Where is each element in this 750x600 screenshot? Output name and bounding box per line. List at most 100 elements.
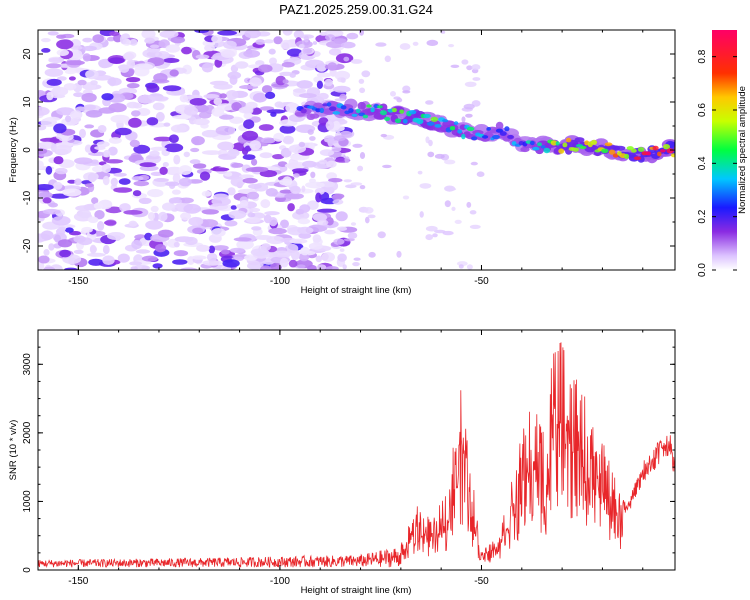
- heatmap-cell: [365, 216, 370, 224]
- heatmap-cell: [236, 239, 254, 250]
- heatmap-cell: [465, 113, 473, 118]
- heatmap-cell: [379, 103, 388, 111]
- heatmap-cell: [97, 125, 107, 133]
- heatmap-cell: [133, 63, 154, 70]
- heatmap-cell: [118, 178, 131, 185]
- heatmap-cell: [434, 153, 445, 159]
- heatmap-cell: [48, 202, 58, 208]
- heatmap-cell: [453, 121, 459, 126]
- heatmap-cell: [301, 185, 306, 193]
- heatmap-cell: [352, 262, 360, 267]
- heatmap-cell: [317, 92, 329, 100]
- heatmap-cell: [120, 34, 127, 45]
- heatmap-cell: [279, 257, 289, 268]
- heatmap-cell: [416, 118, 424, 125]
- heatmap-cell: [82, 53, 91, 62]
- heatmap-cell: [382, 164, 392, 169]
- heatmap-cell: [290, 250, 300, 260]
- heatmap-cell: [56, 39, 74, 50]
- heatmap-cell: [183, 106, 199, 116]
- heatmap-cell: [211, 197, 231, 206]
- heatmap-cell: [129, 39, 138, 46]
- heatmap-cell: [326, 172, 338, 180]
- heatmap-cell: [159, 166, 168, 175]
- heatmap-cell: [329, 106, 337, 111]
- heatmap-cell: [444, 159, 456, 165]
- heatmap-cell: [173, 250, 189, 257]
- heatmap-cell: [402, 90, 411, 94]
- heatmap-cell: [73, 92, 84, 98]
- heatmap-cell: [102, 175, 110, 186]
- heatmap-cell: [326, 102, 332, 107]
- colorbar-tick-label: 0.2: [697, 209, 708, 223]
- heatmap-cell: [357, 165, 364, 172]
- heatmap-cell: [201, 209, 219, 215]
- heatmap-cell: [337, 253, 347, 262]
- heatmap-cell: [48, 57, 64, 64]
- heatmap-cell: [394, 118, 402, 124]
- heatmap-cell: [130, 266, 138, 270]
- heatmap-cell: [342, 264, 347, 270]
- heatmap-cell: [229, 116, 244, 125]
- heatmap-cell: [318, 159, 328, 165]
- heatmap-cell: [273, 132, 285, 142]
- heatmap-cell: [668, 141, 675, 149]
- heatmap-cell: [555, 141, 560, 146]
- heatmap-cell: [223, 171, 233, 177]
- heatmap-cell: [434, 229, 446, 234]
- heatmap-cell: [181, 46, 192, 55]
- heatmap-cell: [213, 245, 229, 251]
- heatmap-cell: [139, 165, 159, 171]
- heatmap-cell: [133, 264, 150, 270]
- x-tick-label: -150: [68, 276, 88, 287]
- heatmap-cell: [183, 203, 201, 214]
- heatmap-cell: [292, 168, 309, 174]
- heatmap-cell: [38, 184, 54, 191]
- heatmap-cell: [540, 145, 546, 149]
- heatmap-cell: [637, 147, 645, 152]
- heatmap-cell: [38, 160, 44, 170]
- heatmap-cell: [83, 104, 96, 111]
- heatmap-cell: [179, 177, 192, 187]
- heatmap-cell: [202, 260, 222, 266]
- heatmap-cell: [163, 122, 171, 127]
- heatmap-cell: [114, 127, 132, 136]
- heatmap-cell: [56, 107, 75, 116]
- heatmap-cell: [247, 212, 256, 218]
- heatmap-cell: [529, 140, 535, 146]
- heatmap-cell: [229, 75, 238, 85]
- heatmap-cell: [220, 49, 235, 59]
- heatmap-cell: [464, 81, 477, 88]
- heatmap-cell: [178, 165, 192, 176]
- heatmap-cell: [631, 148, 637, 153]
- heatmap-cell: [94, 146, 106, 150]
- heatmap-cell: [657, 151, 662, 157]
- heatmap-cell: [279, 124, 296, 134]
- heatmap-cell: [58, 226, 66, 231]
- heatmap-cell: [472, 77, 481, 81]
- heatmap-cell: [98, 107, 116, 114]
- heatmap-cell: [532, 146, 540, 151]
- heatmap-cell: [288, 157, 299, 168]
- heatmap-cell: [312, 41, 318, 45]
- heatmap-cell: [163, 58, 180, 63]
- heatmap-cell: [84, 124, 95, 129]
- heatmap-cell: [472, 130, 484, 135]
- heatmap-cell: [54, 234, 61, 243]
- heatmap-cell: [103, 149, 111, 158]
- heatmap-cell: [425, 225, 438, 232]
- heatmap-cell: [261, 85, 273, 94]
- heatmap-cell: [46, 78, 62, 86]
- heatmap-cell: [108, 137, 122, 144]
- heatmap-cell: [470, 161, 478, 166]
- heatmap-cell: [325, 266, 339, 270]
- heatmap-cell: [190, 147, 200, 153]
- heatmap-cell: [239, 200, 249, 207]
- heatmap-cell: [223, 40, 237, 49]
- heatmap-cell: [299, 214, 305, 218]
- heatmap-cell: [150, 146, 168, 151]
- heatmap-cell: [419, 211, 424, 218]
- heatmap-cell: [201, 150, 222, 156]
- heatmap-cell: [293, 173, 300, 178]
